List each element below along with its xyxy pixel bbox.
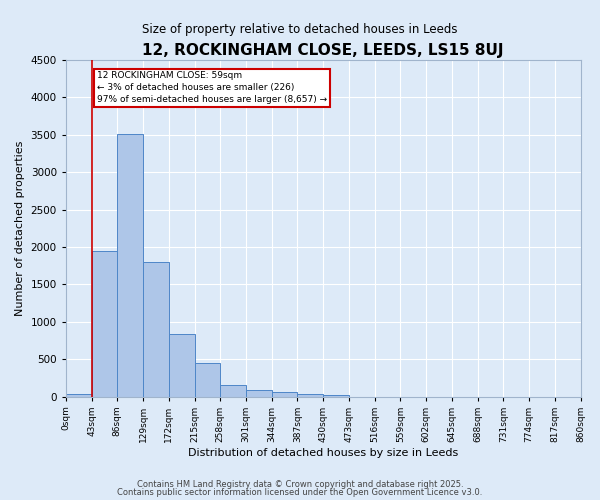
- Y-axis label: Number of detached properties: Number of detached properties: [15, 140, 25, 316]
- Bar: [169, 334, 194, 396]
- Text: Contains public sector information licensed under the Open Government Licence v3: Contains public sector information licen…: [118, 488, 482, 497]
- Bar: [194, 363, 220, 396]
- Bar: [246, 390, 272, 396]
- Text: Size of property relative to detached houses in Leeds: Size of property relative to detached ho…: [142, 22, 458, 36]
- X-axis label: Distribution of detached houses by size in Leeds: Distribution of detached houses by size …: [188, 448, 458, 458]
- Bar: [323, 395, 349, 396]
- Bar: [220, 385, 246, 396]
- Bar: [118, 134, 143, 396]
- Bar: [92, 250, 118, 396]
- Text: Contains HM Land Registry data © Crown copyright and database right 2025.: Contains HM Land Registry data © Crown c…: [137, 480, 463, 489]
- Bar: [298, 394, 323, 396]
- Bar: [66, 394, 92, 396]
- Title: 12, ROCKINGHAM CLOSE, LEEDS, LS15 8UJ: 12, ROCKINGHAM CLOSE, LEEDS, LS15 8UJ: [142, 42, 504, 58]
- Bar: [272, 392, 298, 396]
- Text: 12 ROCKINGHAM CLOSE: 59sqm
← 3% of detached houses are smaller (226)
97% of semi: 12 ROCKINGHAM CLOSE: 59sqm ← 3% of detac…: [97, 72, 327, 104]
- Bar: [143, 262, 169, 396]
